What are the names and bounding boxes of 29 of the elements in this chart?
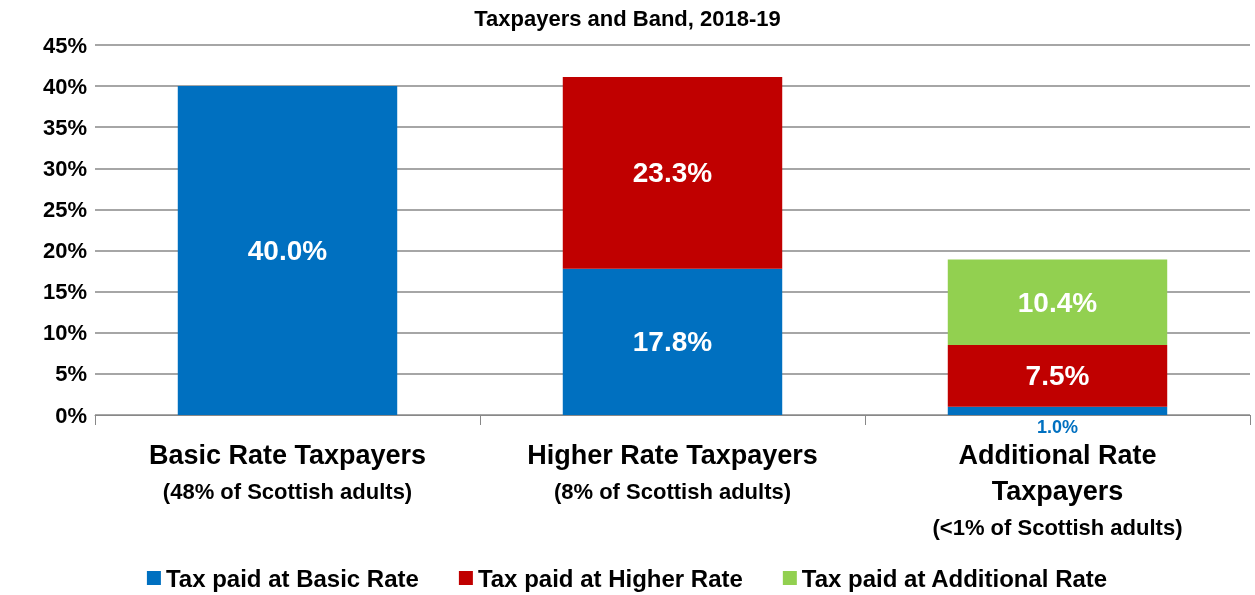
bar xyxy=(947,259,1168,346)
y-tick-label: 20% xyxy=(42,238,87,264)
chart-title: Taxpayers and Band, 2018-19 xyxy=(474,5,781,31)
x-tick-label: Basic Rate Taxpayers (48% of Scottish adults) xyxy=(148,440,427,504)
y-tick-label: 10% xyxy=(42,320,87,346)
bar xyxy=(947,345,1168,407)
y-tick-label: 40% xyxy=(42,73,87,99)
x-tick-label: Higher Rate Taxpayers (8% of Scottish adults) xyxy=(527,440,818,504)
data-label: 1.0% xyxy=(1036,417,1079,437)
data-label: 40.0% xyxy=(247,235,328,267)
legend-label: Tax paid at Additional Rate xyxy=(801,564,1108,592)
y-tick-label: 5% xyxy=(55,361,87,387)
bar xyxy=(177,86,398,415)
x-tick-label: Additional Rate Taxpayers (<1% of Scottish adults) xyxy=(932,440,1183,540)
data-label: 17.8% xyxy=(632,326,713,358)
y-tick-label: 0% xyxy=(55,402,87,428)
legend-label: Tax paid at Basic Rate xyxy=(165,564,419,592)
bar xyxy=(562,268,783,415)
data-label: 10.4% xyxy=(1017,286,1098,318)
bar xyxy=(562,77,783,269)
y-tick-label: 30% xyxy=(42,155,87,181)
y-tick-label: 25% xyxy=(42,196,87,222)
bar xyxy=(947,406,1168,415)
legend-label: Tax paid at Higher Rate xyxy=(477,564,743,592)
data-label: 23.3% xyxy=(632,157,713,189)
y-tick-label: 45% xyxy=(42,32,87,58)
data-label: 7.5% xyxy=(1025,360,1090,392)
y-tick-label: 35% xyxy=(42,114,87,140)
y-tick-label: 15% xyxy=(42,279,87,305)
